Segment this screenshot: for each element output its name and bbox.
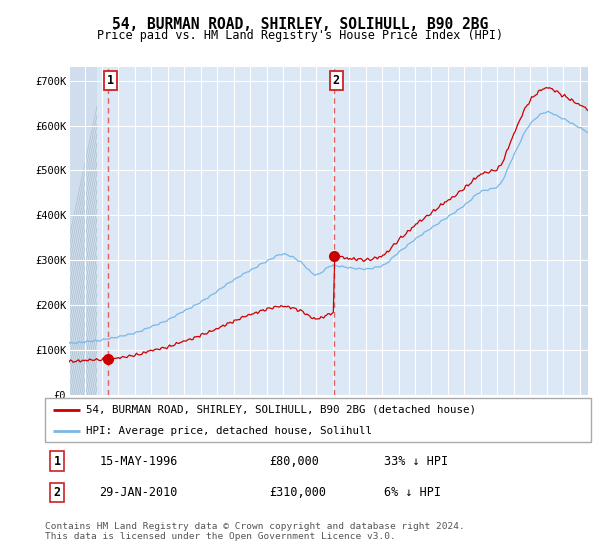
Text: 15-MAY-1996: 15-MAY-1996 [100, 455, 178, 468]
Text: HPI: Average price, detached house, Solihull: HPI: Average price, detached house, Soli… [86, 426, 372, 436]
Text: 33% ↓ HPI: 33% ↓ HPI [383, 455, 448, 468]
Text: 29-JAN-2010: 29-JAN-2010 [100, 486, 178, 499]
FancyBboxPatch shape [45, 398, 591, 442]
Text: 1: 1 [53, 455, 61, 468]
Text: £310,000: £310,000 [269, 486, 326, 499]
Text: Price paid vs. HM Land Registry's House Price Index (HPI): Price paid vs. HM Land Registry's House … [97, 29, 503, 42]
Text: 1: 1 [107, 74, 114, 87]
Text: 2: 2 [53, 486, 61, 499]
Text: 2: 2 [333, 74, 340, 87]
Text: 6% ↓ HPI: 6% ↓ HPI [383, 486, 440, 499]
Text: 54, BURMAN ROAD, SHIRLEY, SOLIHULL, B90 2BG (detached house): 54, BURMAN ROAD, SHIRLEY, SOLIHULL, B90 … [86, 405, 476, 415]
Text: Contains HM Land Registry data © Crown copyright and database right 2024.
This d: Contains HM Land Registry data © Crown c… [45, 522, 465, 542]
Text: 54, BURMAN ROAD, SHIRLEY, SOLIHULL, B90 2BG: 54, BURMAN ROAD, SHIRLEY, SOLIHULL, B90 … [112, 17, 488, 32]
Text: £80,000: £80,000 [269, 455, 319, 468]
